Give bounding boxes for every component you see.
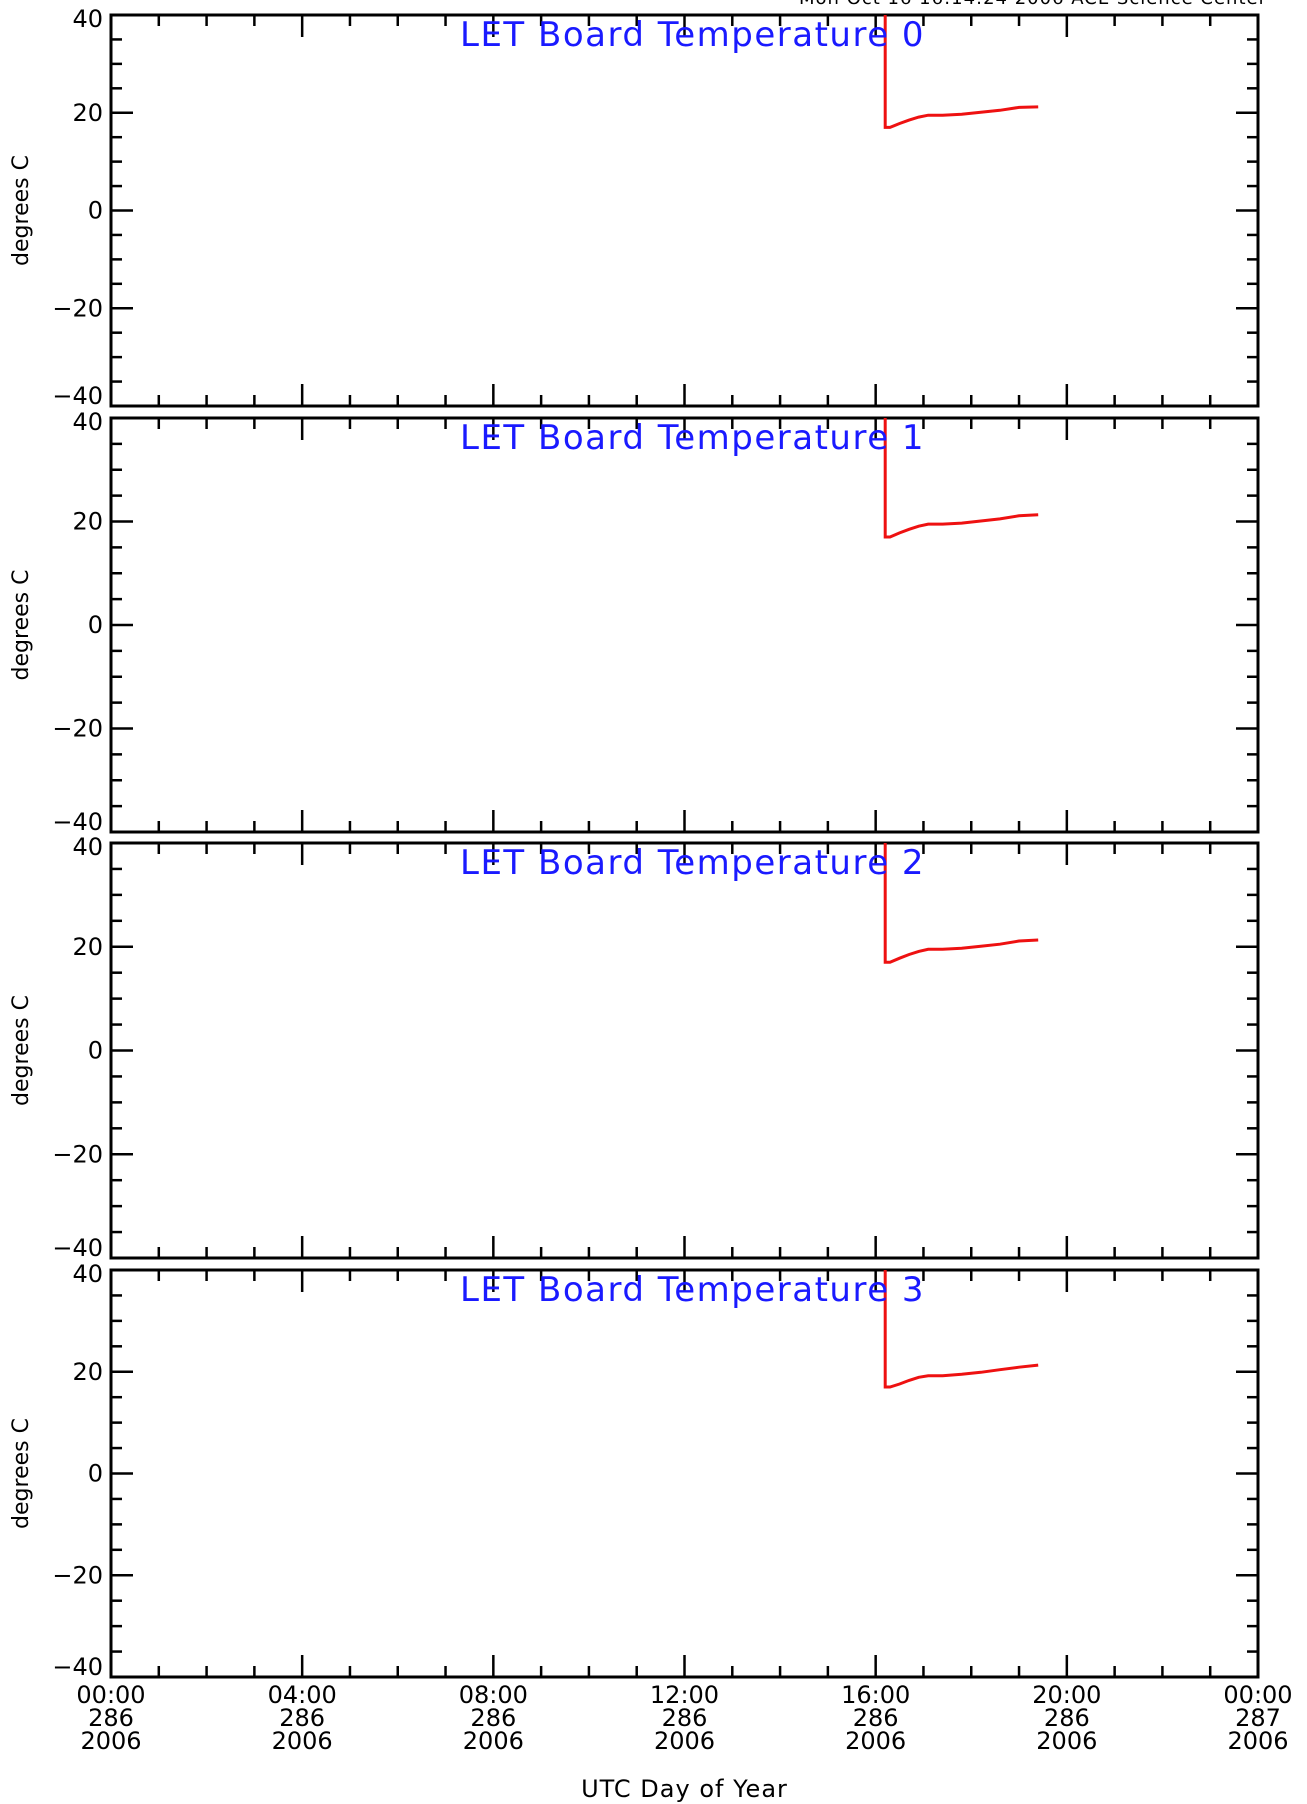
plot-frame xyxy=(109,1268,1260,1679)
series-line xyxy=(883,843,1039,964)
x-tick-label: 12:00 xyxy=(650,1681,719,1709)
plot-frame xyxy=(109,416,1260,834)
x-tick-label: 286 xyxy=(853,1704,899,1732)
y-tick-label: −40 xyxy=(52,382,103,410)
x-tick-label: 00:00 xyxy=(1223,1681,1292,1709)
y-axis-label: degrees C xyxy=(9,155,34,266)
x-tick-label: 286 xyxy=(470,1704,516,1732)
x-tick-label: 2006 xyxy=(845,1727,906,1755)
x-tick-label: 00:00 xyxy=(76,1681,145,1709)
series-line xyxy=(883,418,1039,539)
y-tick-label: 0 xyxy=(88,1460,103,1488)
x-tick-label: 2006 xyxy=(1036,1727,1097,1755)
x-axis-label: UTC Day of Year xyxy=(581,1775,788,1803)
y-tick-label: 20 xyxy=(72,933,103,961)
x-tick-label: 2006 xyxy=(654,1727,715,1755)
chart-title: LET Board Temperature 0 xyxy=(460,15,925,55)
y-tick-label: 0 xyxy=(88,1037,103,1065)
x-tick-label: 2006 xyxy=(1227,1727,1288,1755)
chart-panel-0: −40 −20 0 20 40 degrees C LET Board Temperatur… xyxy=(9,5,1260,410)
y-tick-label: 40 xyxy=(72,833,103,861)
y-tick-label: 40 xyxy=(72,1260,103,1288)
x-tick-label: 20:00 xyxy=(1032,1681,1101,1709)
y-tick-label: −40 xyxy=(52,1653,103,1681)
x-tick-label: 2006 xyxy=(463,1727,524,1755)
x-tick-label: 286 xyxy=(662,1704,708,1732)
y-tick-label: 0 xyxy=(88,611,103,639)
y-tick-label: −40 xyxy=(52,808,103,836)
y-tick-label: 0 xyxy=(88,197,103,225)
series-line xyxy=(883,15,1039,129)
chart-title: LET Board Temperature 2 xyxy=(460,843,925,883)
plot-frame xyxy=(109,13,1260,408)
chart-title: LET Board Temperature 3 xyxy=(460,1270,925,1310)
x-tick-label: 04:00 xyxy=(268,1681,337,1709)
series-line xyxy=(883,1270,1039,1389)
plot-frame xyxy=(109,841,1260,1260)
x-tick-label: 287 xyxy=(1235,1704,1281,1732)
y-tick-label: 40 xyxy=(72,408,103,436)
y-axis-label: degrees C xyxy=(9,1418,34,1529)
y-tick-label: 40 xyxy=(72,5,103,33)
x-tick-label: 08:00 xyxy=(459,1681,528,1709)
y-tick-label: 20 xyxy=(72,99,103,127)
y-tick-label: −20 xyxy=(52,1140,103,1168)
x-tick-label: 2006 xyxy=(80,1727,141,1755)
y-axis-label: degrees C xyxy=(9,570,34,681)
y-axis-label: degrees C xyxy=(9,995,34,1106)
x-tick-label: 286 xyxy=(88,1704,134,1732)
x-tick-label: 286 xyxy=(1044,1704,1090,1732)
y-tick-label: −20 xyxy=(52,1561,103,1589)
chart-title: LET Board Temperature 1 xyxy=(460,418,925,458)
chart-panel-3: −40 −20 0 20 40 degrees C LET Board Temperatur… xyxy=(9,1260,1260,1681)
credit-line: Mon Oct 16 16:14:24 2006 ACE Science Cen… xyxy=(799,0,1267,9)
chart-panel-2: −40 −20 0 20 40 degrees C LET Board Temperatur… xyxy=(9,833,1260,1262)
x-tick-label: 16:00 xyxy=(841,1681,910,1709)
y-tick-label: 20 xyxy=(72,1358,103,1386)
x-tick-label: 2006 xyxy=(272,1727,333,1755)
y-tick-label: 20 xyxy=(72,508,103,536)
y-tick-label: −20 xyxy=(52,715,103,743)
chart-panel-1: −40 −20 0 20 40 degrees C LET Board Temperatur… xyxy=(9,408,1260,836)
x-tick-label: 286 xyxy=(279,1704,325,1732)
y-tick-label: −20 xyxy=(52,294,103,322)
y-tick-label: −40 xyxy=(52,1234,103,1262)
